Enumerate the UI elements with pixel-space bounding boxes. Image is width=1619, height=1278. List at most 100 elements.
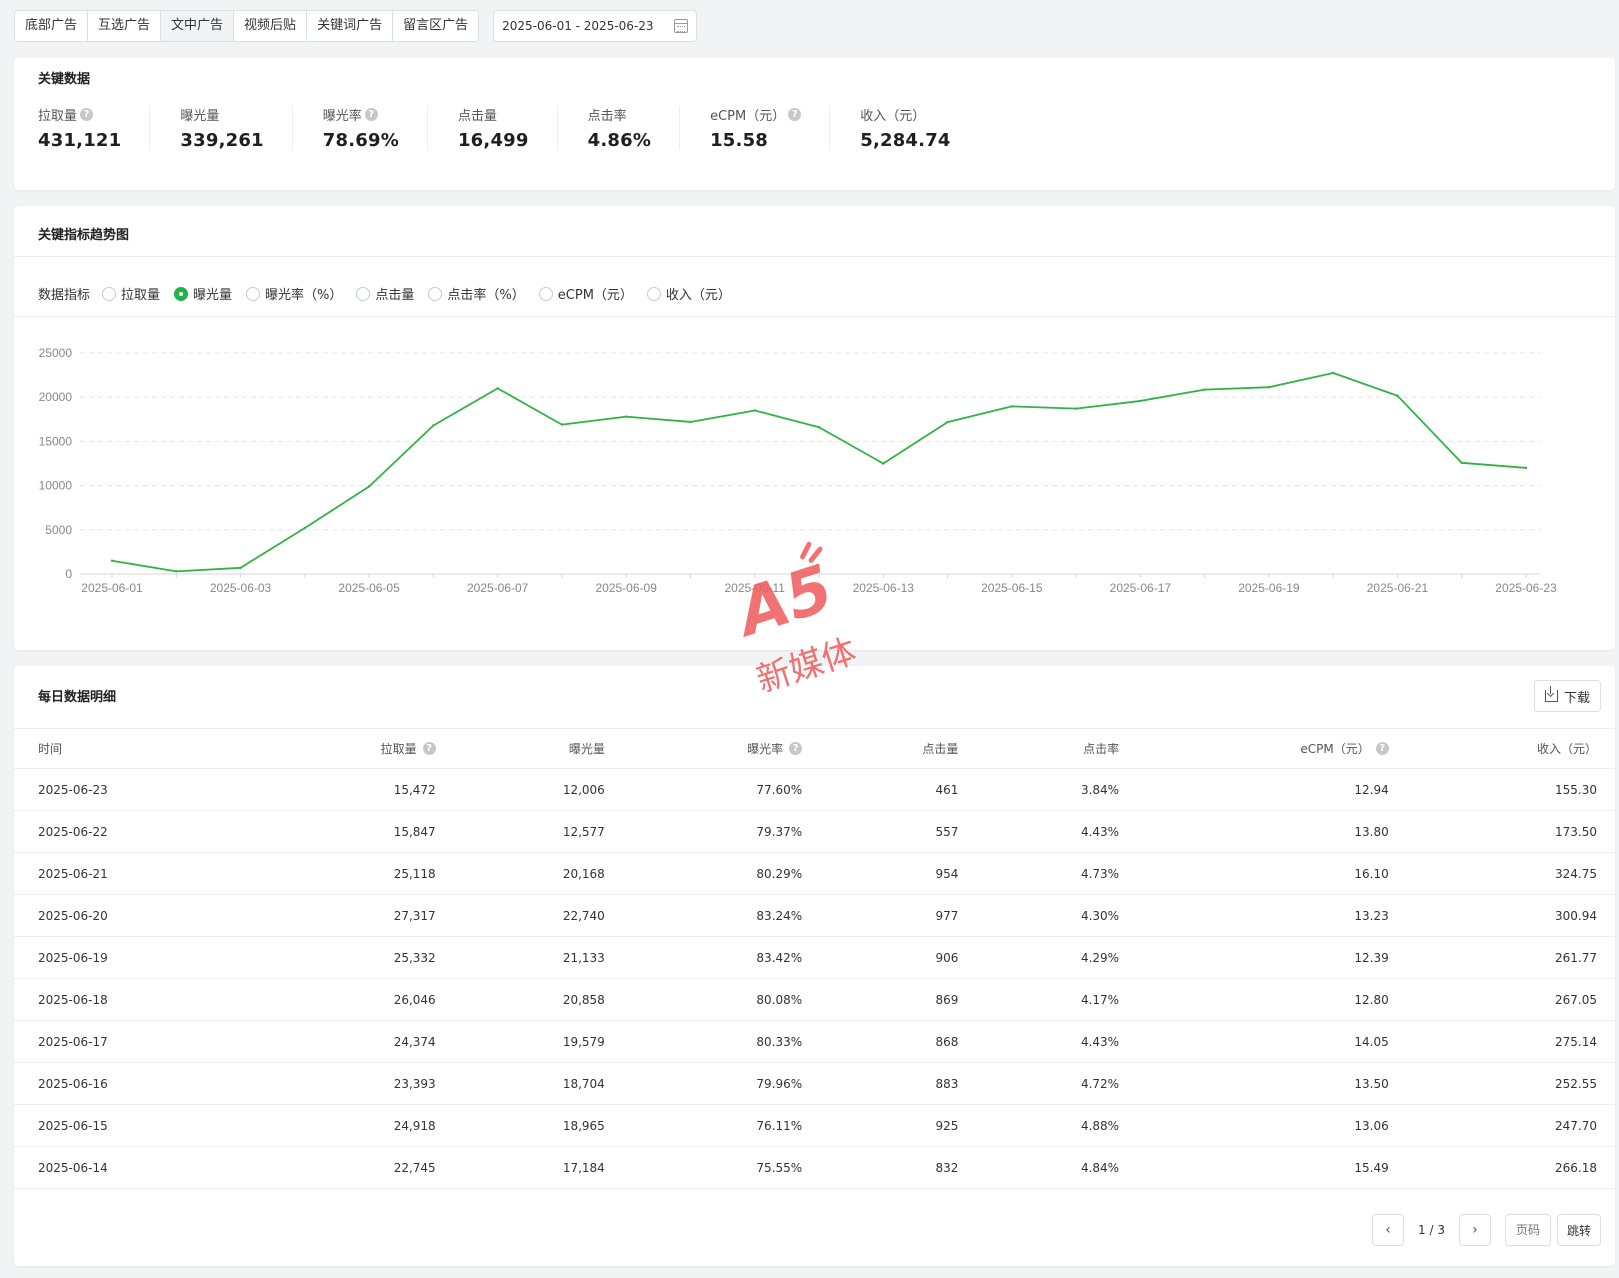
prev-page-button[interactable]: ‹ (1372, 1214, 1405, 1246)
key-stats: 拉取量? 431,121 曝光量 339,261 曝光率? 78.69% 点击量 16,499… (38, 106, 1009, 151)
tab-5[interactable]: 留言区广告 (403, 18, 469, 33)
data-point (882, 462, 885, 465)
data-point (239, 566, 242, 570)
y-tick-label: 15000 (39, 434, 73, 448)
data-point (560, 423, 564, 426)
table-cell: 2025-06-17 (14, 1020, 257, 1063)
column-header: eCPM（元）? (1137, 728, 1407, 769)
table-cell: 261.77 (1406, 936, 1615, 979)
metric-label: 点击率（%） (447, 288, 525, 303)
table-cell: 15,472 (256, 768, 454, 811)
data-point (432, 424, 435, 427)
tab-1[interactable]: 互选广告 (88, 11, 162, 41)
help-icon[interactable]: ? (788, 107, 802, 121)
metric-radio-option[interactable]: 拉取量 (102, 284, 160, 303)
data-point (817, 426, 821, 429)
help-icon[interactable]: ? (789, 742, 803, 755)
download-button[interactable]: 下载 (1533, 680, 1601, 712)
table-cell: 832 (820, 1146, 977, 1189)
metric-radio-option[interactable]: 曝光率（%） (246, 284, 342, 303)
help-icon[interactable]: ? (422, 742, 436, 755)
data-point (1460, 461, 1463, 465)
stat-item: 点击量 16,499 (457, 106, 558, 151)
table-cell: 12.80 (1137, 978, 1407, 1021)
table-cell: 26,046 (256, 978, 454, 1021)
radio-icon[interactable] (246, 286, 261, 301)
metric-label: eCPM（元） (557, 288, 633, 303)
metric-radio-option[interactable]: 点击量 (356, 284, 414, 303)
table-cell: 173.50 (1406, 810, 1615, 853)
help-icon[interactable]: ? (364, 107, 378, 121)
stat-label: eCPM（元） (710, 108, 786, 124)
metric-radio-option[interactable]: 收入（元） (646, 284, 731, 303)
next-page-button[interactable]: › (1458, 1214, 1491, 1246)
tab-3[interactable]: 视频后贴 (234, 11, 308, 41)
stat-label-row: 拉取量? (38, 106, 121, 124)
table-body: 2025-06-23 15,472 12,006 77.60% 461 3.84% 12.9… (14, 768, 1615, 1189)
radio-icon[interactable] (428, 286, 443, 301)
table-cell: 18,965 (453, 1104, 623, 1147)
y-tick-label: 5000 (45, 523, 72, 537)
table-cell: 4.73% (976, 852, 1138, 895)
table-cell: 3.84% (976, 768, 1138, 811)
y-tick-label: 20000 (39, 390, 73, 404)
tab-2[interactable]: 文中广告 (161, 11, 235, 41)
data-point (1396, 394, 1399, 397)
daily-data-table: 时间 拉取量? 曝光量 曝光率? 点击量 点击率 eCPM（元）? 收入（元） 2025-06… (14, 728, 1615, 1189)
table-cell: 2025-06-18 (14, 978, 257, 1021)
data-point (689, 420, 692, 424)
table-cell: 24,918 (256, 1104, 454, 1147)
column-header-label: eCPM（元） (1300, 742, 1370, 756)
column-header: 点击量 (820, 728, 977, 769)
table-cell: 16.10 (1137, 852, 1407, 895)
column-header-label: 曝光率 (747, 742, 784, 756)
radio-icon[interactable] (174, 286, 189, 301)
metrics-label: 数据指标 (38, 288, 91, 303)
stat-label-row: 点击率 (587, 106, 651, 124)
table-cell: 75.55% (622, 1146, 821, 1189)
table-cell: 12,006 (453, 768, 623, 811)
table-cell: 906 (820, 936, 977, 979)
table-cell: 4.72% (976, 1062, 1138, 1105)
help-icon[interactable]: ? (1375, 742, 1389, 755)
data-point (1074, 407, 1078, 410)
tab-0[interactable]: 底部广告 (15, 11, 89, 41)
stat-value: 431,121 (38, 130, 122, 151)
date-range-picker[interactable]: 2025-06-01 - 2025-06-23 (493, 10, 698, 42)
stat-item: 点击率 4.86% (587, 106, 681, 151)
table-row: 2025-06-19 25,332 21,133 83.42% 906 4.29% 12.3… (14, 936, 1615, 979)
radio-icon[interactable] (538, 286, 553, 301)
table-cell: 13.23 (1137, 894, 1407, 937)
table-cell: 155.30 (1406, 768, 1615, 811)
metric-radio-option[interactable]: 曝光量 (174, 284, 232, 303)
metric-radio-option[interactable]: eCPM（元） (538, 284, 633, 303)
table-row: 2025-06-20 27,317 22,740 83.24% 977 4.30% 13.2… (14, 894, 1615, 937)
stat-value: 5,284.74 (860, 130, 951, 151)
pagination: ‹ 1 / 3 › 跳转 (1372, 1214, 1601, 1246)
table-cell: 14.05 (1137, 1020, 1407, 1063)
metric-radio-option[interactable]: 点击率（%） (428, 284, 525, 303)
table-cell: 13.80 (1137, 810, 1407, 853)
stat-item: 曝光量 339,261 (180, 106, 293, 151)
chevron-right-icon: › (1472, 1222, 1478, 1238)
table-cell: 2025-06-15 (14, 1104, 257, 1147)
metric-label: 点击量 (375, 288, 415, 303)
table-cell: 20,858 (453, 978, 623, 1021)
data-point (624, 415, 628, 418)
stat-label: 点击率 (587, 108, 627, 124)
data-point (303, 526, 307, 530)
tab-4[interactable]: 关键词广告 (307, 11, 394, 41)
daily-detail-card: 每日数据明细 下载 时间 拉取量? 曝光量 曝光率? 点击量 点击率 eCPM（元）? 收入（… (14, 666, 1615, 1266)
table-row: 2025-06-21 25,118 20,168 80.29% 954 4.73% 16.1… (14, 852, 1615, 895)
table-cell: 83.24% (622, 894, 821, 937)
jump-button[interactable]: 跳转 (1556, 1214, 1601, 1246)
page-number-input[interactable] (1504, 1214, 1551, 1246)
radio-icon[interactable] (356, 286, 371, 301)
trend-line-chart: 0 5000 10000 15000 20000 25000 2025-06-01 2025-… (39, 346, 1557, 595)
radio-icon[interactable] (102, 286, 117, 301)
column-header-label: 点击率 (1083, 742, 1120, 756)
table-cell: 883 (820, 1062, 977, 1105)
help-icon[interactable]: ? (80, 107, 94, 121)
radio-icon[interactable] (646, 286, 661, 301)
stat-label: 点击量 (457, 108, 497, 124)
